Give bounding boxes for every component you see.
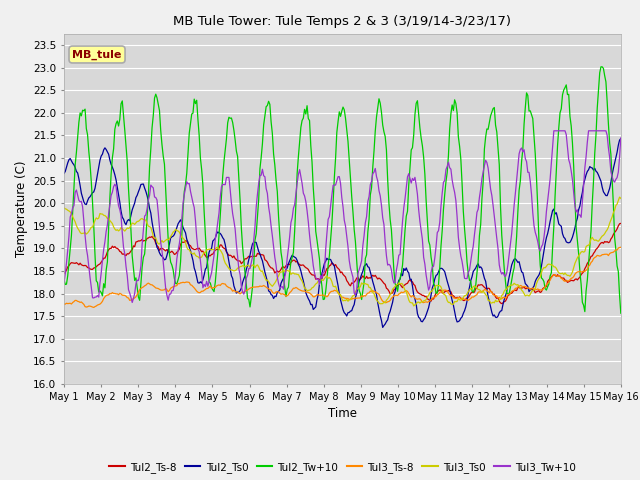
Tul2_Ts0 [379, 324, 387, 330]
Tul3_Ts0 [465, 288, 472, 294]
Tul2_Ts-8 [374, 276, 381, 282]
Tul3_Ts-8 [617, 244, 625, 250]
Tul2_Tw+10 [122, 144, 130, 149]
Title: MB Tule Tower: Tule Temps 2 & 3 (3/19/14-3/23/17): MB Tule Tower: Tule Temps 2 & 3 (3/19/14… [173, 15, 511, 28]
Y-axis label: Temperature (C): Temperature (C) [15, 160, 28, 257]
Tul2_Ts0 [122, 222, 130, 228]
Tul3_Ts0 [616, 194, 623, 200]
Tul2_Tw+10 [463, 259, 471, 265]
Tul3_Ts-8 [154, 286, 162, 291]
Tul2_Ts-8 [498, 301, 506, 307]
Tul2_Ts0 [465, 290, 472, 296]
Tul3_Ts-8 [375, 291, 383, 297]
Line: Tul2_Tw+10: Tul2_Tw+10 [64, 67, 621, 313]
Tul2_Ts-8 [595, 244, 602, 250]
Line: Tul3_Ts0: Tul3_Ts0 [64, 197, 621, 306]
Tul3_Ts-8 [595, 253, 602, 259]
Tul2_Tw+10 [60, 277, 68, 283]
Tul3_Tw+10 [122, 264, 130, 269]
Tul2_Ts-8 [60, 270, 68, 276]
Tul3_Ts0 [374, 299, 381, 304]
Tul3_Ts0 [122, 227, 130, 232]
Tul2_Tw+10 [153, 95, 161, 101]
Tul3_Ts0 [153, 239, 161, 245]
Tul3_Tw+10 [375, 188, 383, 193]
Tul3_Tw+10 [611, 179, 618, 185]
Tul2_Ts0 [609, 166, 617, 171]
Tul2_Tw+10 [593, 105, 601, 111]
Tul2_Ts0 [617, 136, 625, 142]
Legend: Tul2_Ts-8, Tul2_Ts0, Tul2_Tw+10, Tul3_Ts-8, Tul3_Ts0, Tul3_Tw+10: Tul2_Ts-8, Tul2_Ts0, Tul2_Tw+10, Tul3_Ts… [105, 457, 580, 477]
Tul3_Ts0 [60, 205, 68, 211]
Tul3_Tw+10 [129, 300, 136, 305]
Tul3_Ts-8 [609, 249, 617, 255]
Tul3_Ts-8 [465, 298, 472, 303]
Tul3_Ts-8 [90, 304, 98, 310]
Text: MB_tule: MB_tule [72, 49, 122, 60]
Tul2_Tw+10 [609, 201, 617, 207]
Tul3_Tw+10 [154, 210, 162, 216]
Tul3_Ts0 [609, 210, 617, 216]
Tul2_Tw+10 [597, 64, 605, 70]
Tul2_Ts-8 [153, 243, 161, 249]
Line: Tul3_Ts-8: Tul3_Ts-8 [64, 247, 621, 307]
Tul2_Ts-8 [122, 253, 130, 259]
Tul2_Ts-8 [617, 220, 625, 226]
Tul3_Ts0 [617, 195, 625, 201]
Tul3_Ts-8 [124, 295, 131, 300]
Tul3_Tw+10 [617, 135, 625, 141]
Tul2_Tw+10 [617, 310, 625, 316]
Tul2_Ts-8 [609, 231, 617, 237]
Tul2_Ts0 [153, 244, 161, 250]
Tul3_Tw+10 [550, 128, 557, 134]
Tul2_Ts0 [374, 300, 381, 306]
Line: Tul3_Tw+10: Tul3_Tw+10 [64, 131, 621, 302]
Tul3_Ts0 [410, 303, 417, 309]
Tul3_Tw+10 [596, 128, 604, 134]
Tul2_Ts-8 [463, 295, 471, 300]
Tul2_Ts0 [595, 172, 602, 178]
Tul2_Ts0 [60, 170, 68, 176]
Line: Tul2_Ts0: Tul2_Ts0 [64, 139, 621, 327]
Tul2_Tw+10 [374, 105, 381, 111]
X-axis label: Time: Time [328, 407, 357, 420]
Tul3_Ts-8 [60, 301, 68, 307]
Tul3_Tw+10 [60, 279, 68, 285]
Line: Tul2_Ts-8: Tul2_Ts-8 [64, 223, 621, 304]
Tul3_Ts0 [595, 239, 602, 244]
Tul3_Tw+10 [465, 270, 472, 276]
